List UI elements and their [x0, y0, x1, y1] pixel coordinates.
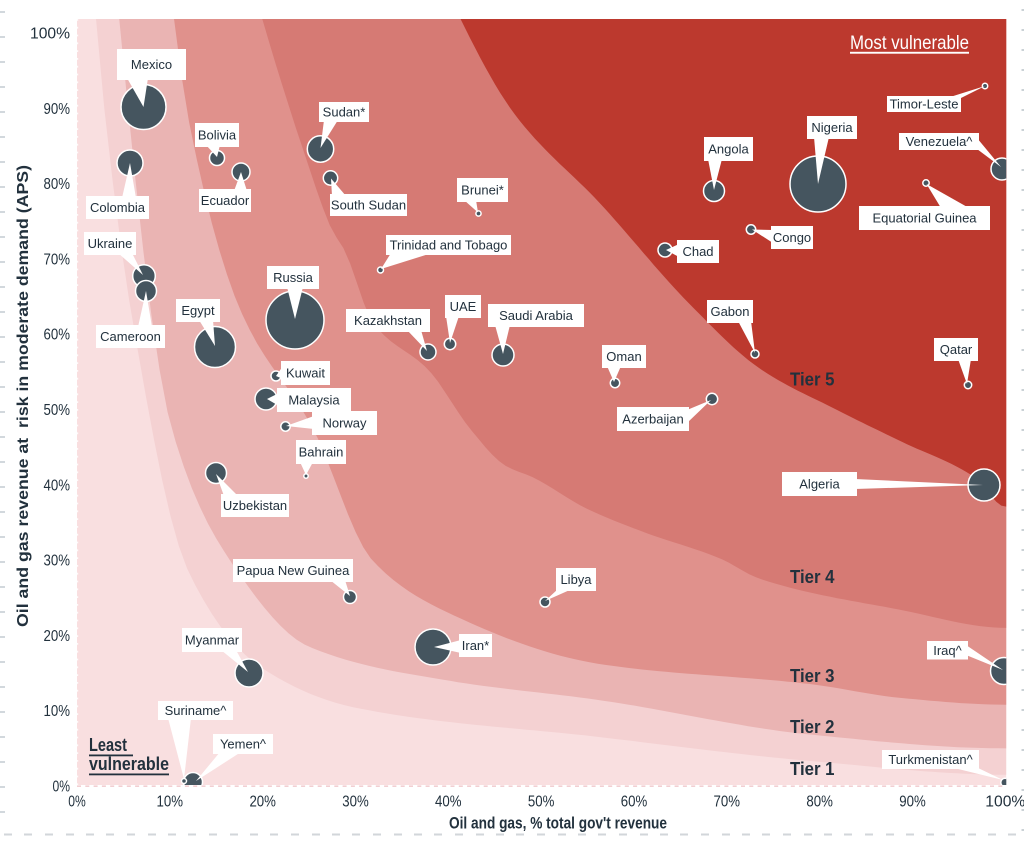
svg-text:Bahrain: Bahrain: [299, 445, 344, 460]
svg-text:100%: 100%: [30, 26, 70, 43]
svg-text:Ukraine: Ukraine: [88, 236, 133, 251]
svg-text:South Sudan: South Sudan: [331, 198, 406, 213]
svg-text:Gabon: Gabon: [710, 304, 749, 319]
svg-text:20%: 20%: [249, 794, 276, 811]
svg-text:Bolivia: Bolivia: [198, 128, 237, 143]
svg-text:Oman: Oman: [606, 349, 641, 364]
svg-text:Myanmar: Myanmar: [185, 633, 240, 648]
svg-text:Timor-Leste: Timor-Leste: [890, 97, 959, 112]
svg-text:Colombia: Colombia: [90, 200, 146, 215]
svg-text:Brunei*: Brunei*: [461, 183, 504, 198]
svg-text:Tier 2: Tier 2: [790, 717, 835, 737]
svg-text:Iraq^: Iraq^: [933, 643, 962, 658]
svg-text:UAE: UAE: [450, 299, 477, 314]
svg-text:Algeria: Algeria: [799, 477, 840, 492]
svg-text:Saudi Arabia: Saudi Arabia: [499, 308, 573, 323]
svg-text:Kazakhstan: Kazakhstan: [354, 313, 422, 328]
svg-text:Equatorial Guinea: Equatorial Guinea: [872, 211, 977, 226]
svg-text:Most vulnerable: Most vulnerable: [850, 33, 969, 54]
svg-text:40%: 40%: [44, 477, 71, 494]
svg-text:Egypt: Egypt: [181, 303, 215, 318]
svg-text:Turkmenistan^: Turkmenistan^: [888, 752, 973, 767]
svg-text:Sudan*: Sudan*: [323, 105, 366, 120]
svg-text:Tier 4: Tier 4: [790, 567, 835, 587]
svg-text:80%: 80%: [44, 176, 71, 193]
svg-text:0%: 0%: [68, 794, 86, 811]
svg-text:Papua New Guinea: Papua New Guinea: [237, 563, 351, 578]
svg-text:Ecuador: Ecuador: [201, 193, 250, 208]
svg-text:Mexico: Mexico: [131, 57, 172, 72]
svg-text:Least: Least: [89, 735, 127, 755]
svg-text:Norway: Norway: [322, 416, 367, 431]
svg-text:Yemen^: Yemen^: [220, 737, 267, 752]
svg-text:60%: 60%: [621, 794, 648, 811]
svg-text:Tier 1: Tier 1: [790, 759, 835, 779]
svg-text:30%: 30%: [44, 553, 71, 570]
svg-text:Iran*: Iran*: [462, 638, 489, 653]
svg-text:Malaysia: Malaysia: [288, 393, 340, 408]
svg-text:Libya: Libya: [560, 572, 592, 587]
svg-text:Qatar: Qatar: [940, 342, 973, 357]
svg-text:10%: 10%: [44, 703, 71, 720]
svg-text:Uzbekistan: Uzbekistan: [223, 498, 287, 513]
svg-text:50%: 50%: [44, 402, 71, 419]
svg-text:Oil and gas revenue at risk i: Oil and gas revenue at risk in moderate …: [15, 165, 32, 627]
svg-text:60%: 60%: [44, 327, 71, 344]
svg-text:Kuwait: Kuwait: [286, 366, 325, 381]
svg-text:90%: 90%: [899, 794, 926, 811]
svg-text:100%: 100%: [985, 794, 1024, 811]
svg-text:Tier 3: Tier 3: [790, 666, 835, 686]
svg-text:40%: 40%: [435, 794, 462, 811]
svg-text:Trinidad and Tobago: Trinidad and Tobago: [390, 238, 508, 253]
svg-text:70%: 70%: [714, 794, 741, 811]
svg-text:80%: 80%: [806, 794, 833, 811]
svg-text:20%: 20%: [44, 628, 71, 645]
svg-text:Russia: Russia: [273, 270, 314, 285]
svg-text:Angola: Angola: [708, 142, 749, 157]
svg-text:Suriname^: Suriname^: [165, 703, 228, 718]
svg-text:Azerbaijan: Azerbaijan: [622, 412, 683, 427]
svg-text:Congo: Congo: [773, 230, 811, 245]
svg-text:90%: 90%: [44, 101, 71, 118]
svg-text:Chad: Chad: [682, 244, 713, 259]
svg-text:70%: 70%: [44, 251, 71, 268]
svg-text:10%: 10%: [157, 794, 184, 811]
svg-text:Oil and gas, % total gov't rev: Oil and gas, % total gov't revenue: [449, 815, 667, 833]
svg-text:30%: 30%: [342, 794, 369, 811]
svg-text:0%: 0%: [53, 779, 71, 796]
svg-text:Venezuela^: Venezuela^: [906, 134, 974, 149]
svg-text:Cameroon: Cameroon: [100, 329, 161, 344]
svg-text:vulnerable: vulnerable: [89, 754, 169, 774]
svg-text:50%: 50%: [528, 794, 555, 811]
svg-text:Tier 5: Tier 5: [790, 370, 835, 390]
svg-text:Nigeria: Nigeria: [811, 120, 853, 135]
